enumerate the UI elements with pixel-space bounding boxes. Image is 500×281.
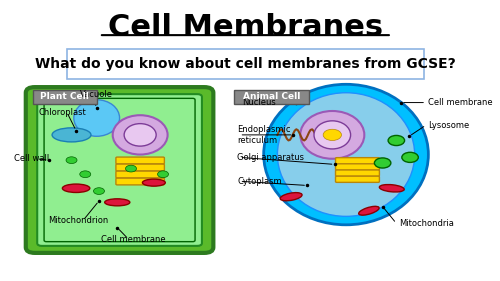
- Circle shape: [374, 158, 391, 168]
- Text: What do you know about cell membranes from GCSE?: What do you know about cell membranes fr…: [35, 57, 456, 71]
- Circle shape: [126, 165, 136, 172]
- Ellipse shape: [112, 115, 168, 155]
- Text: Cell membrane: Cell membrane: [101, 235, 166, 244]
- FancyBboxPatch shape: [336, 170, 380, 176]
- Ellipse shape: [124, 124, 156, 146]
- Text: Mitochondria: Mitochondria: [398, 219, 454, 228]
- Text: Mitochondrion: Mitochondrion: [48, 216, 108, 225]
- FancyBboxPatch shape: [116, 157, 164, 164]
- Ellipse shape: [278, 93, 414, 216]
- Ellipse shape: [314, 121, 350, 149]
- Text: Endoplasmic
reticulum: Endoplasmic reticulum: [237, 125, 290, 145]
- Text: Golgi apparatus: Golgi apparatus: [237, 153, 304, 162]
- Ellipse shape: [264, 84, 428, 225]
- Text: Cell wall: Cell wall: [14, 154, 50, 163]
- Ellipse shape: [142, 179, 166, 186]
- Ellipse shape: [62, 184, 90, 192]
- Circle shape: [402, 152, 418, 162]
- FancyBboxPatch shape: [116, 171, 164, 178]
- Ellipse shape: [52, 128, 91, 142]
- FancyBboxPatch shape: [116, 164, 164, 171]
- Text: Chloroplast: Chloroplast: [38, 108, 86, 117]
- FancyBboxPatch shape: [116, 178, 164, 185]
- Text: Cytoplasm: Cytoplasm: [237, 177, 282, 186]
- Circle shape: [66, 157, 77, 164]
- Text: Vacuole: Vacuole: [80, 90, 113, 99]
- Ellipse shape: [358, 206, 379, 215]
- Text: Cell Membranes: Cell Membranes: [108, 13, 383, 42]
- Circle shape: [323, 129, 342, 140]
- Ellipse shape: [380, 185, 404, 192]
- Text: Lysosome: Lysosome: [428, 121, 470, 130]
- Ellipse shape: [104, 199, 130, 206]
- Ellipse shape: [300, 111, 364, 159]
- FancyBboxPatch shape: [336, 164, 380, 170]
- FancyBboxPatch shape: [336, 158, 380, 164]
- Text: Animal Cell: Animal Cell: [243, 92, 300, 101]
- FancyBboxPatch shape: [32, 90, 96, 104]
- FancyBboxPatch shape: [336, 176, 380, 182]
- Text: Plant Cell: Plant Cell: [40, 92, 89, 101]
- Text: Cell membrane: Cell membrane: [428, 98, 493, 107]
- Circle shape: [80, 171, 90, 178]
- FancyBboxPatch shape: [234, 90, 310, 104]
- Circle shape: [388, 135, 404, 146]
- Ellipse shape: [74, 100, 120, 136]
- Ellipse shape: [280, 192, 302, 201]
- Circle shape: [94, 188, 104, 194]
- Circle shape: [158, 171, 168, 178]
- FancyBboxPatch shape: [67, 49, 424, 79]
- Text: Nucleus: Nucleus: [242, 98, 276, 107]
- FancyBboxPatch shape: [26, 87, 214, 253]
- FancyBboxPatch shape: [37, 94, 202, 246]
